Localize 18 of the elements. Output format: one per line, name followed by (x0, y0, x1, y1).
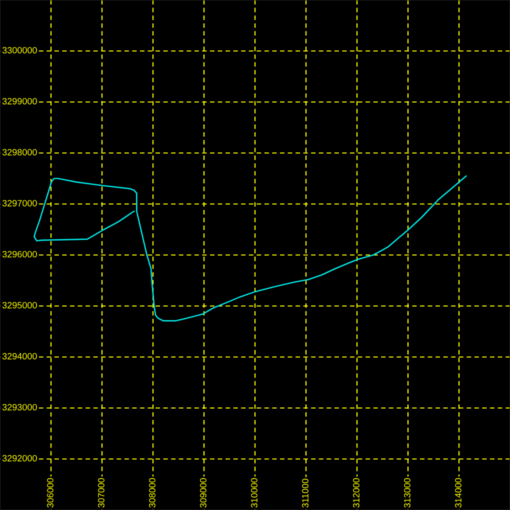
y-tick-label: 3295000 (2, 302, 37, 308)
y-tick-label: 3294000 (2, 353, 37, 360)
y-tick-label: 3297000 (2, 200, 37, 206)
x-tick-label: 307000 (98, 478, 104, 508)
x-tick-label: 309000 (200, 478, 206, 508)
x-tick-label: 306000 (47, 478, 54, 508)
x-tick-label: 310000 (251, 478, 258, 508)
y-tick-label: 3292000 (2, 455, 37, 462)
x-tick-label: 308000 (149, 478, 156, 508)
y-tick-label: 3293000 (2, 404, 37, 410)
x-tick-label: 311000 (302, 478, 308, 508)
x-tick-label: 313000 (404, 478, 410, 508)
y-tick-label: 3298000 (2, 149, 37, 156)
x-tick-label: 314000 (455, 478, 462, 508)
y-tick-label: 3300000 (2, 47, 37, 54)
y-tick-label: 3299000 (2, 98, 37, 104)
x-tick-label: 312000 (353, 478, 360, 508)
y-tick-label: 3296000 (2, 251, 37, 258)
